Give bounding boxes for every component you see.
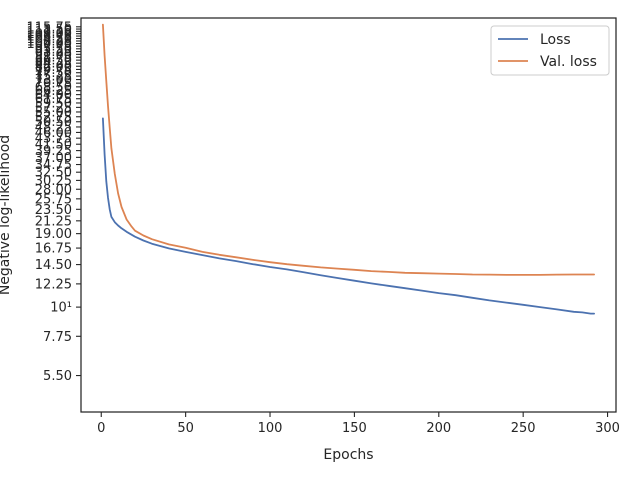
- y-tick-label: 59.50: [35, 96, 72, 111]
- y-tick-label: 66.25: [35, 84, 72, 99]
- y-tick-label: 30.25: [35, 174, 72, 189]
- series-line-val-loss: [102, 23, 595, 276]
- y-tick-label: 23.50: [35, 203, 72, 218]
- y-tick-label: 102.25: [27, 34, 73, 49]
- y-tick-label: 41.50: [35, 138, 72, 153]
- legend: Loss Val. loss: [490, 25, 610, 76]
- y-tick-label: 86.50: [35, 54, 72, 69]
- y-tick-label: 48.25: [35, 120, 72, 135]
- y-tick-label: 43.75: [35, 132, 72, 147]
- series-line-loss: [102, 117, 595, 315]
- x-tick-label: 300: [595, 421, 620, 436]
- y-tick-label: 68.50: [35, 80, 72, 95]
- y-tick-label: 52.75: [35, 110, 72, 125]
- plot-frame: [80, 17, 617, 413]
- y-tick-label: 7.75: [43, 330, 72, 345]
- y-tick-label: 19.00: [35, 227, 72, 242]
- legend-label-loss: Loss: [540, 32, 571, 48]
- y-tick-label: 113.50: [27, 23, 73, 38]
- x-tick-label: 100: [258, 421, 283, 436]
- y-tick-label: 70.75: [35, 77, 72, 92]
- y-tick-label: 10¹: [50, 301, 72, 316]
- y-tick-label: 14.50: [35, 258, 72, 273]
- y-tick-label: 34.75: [35, 158, 72, 173]
- y-tick-label: 28.00: [35, 183, 72, 198]
- y-tick-label: 91.00: [35, 48, 72, 63]
- y-tick-label: 93.25: [35, 45, 72, 60]
- y-axis-label: Negative log-likelihood: [0, 135, 13, 295]
- legend-label-val-loss: Val. loss: [540, 54, 597, 70]
- y-tick-label: 79.75: [35, 63, 72, 78]
- y-tick-label: 75.25: [35, 70, 72, 85]
- x-tick-label: 0: [97, 421, 105, 436]
- y-tick-label: 25.75: [35, 192, 72, 207]
- y-tick-label: 39.25: [35, 144, 72, 159]
- y-tick-label: 64.00: [35, 88, 72, 103]
- y-tick-label: 57.25: [35, 101, 72, 116]
- y-tick-label: 73.00: [35, 73, 72, 88]
- y-tick-label: 61.75: [35, 92, 72, 107]
- y-tick-label: 16.75: [35, 242, 72, 257]
- y-tick-label: 104.50: [27, 32, 73, 47]
- y-tick-label: 88.75: [35, 51, 72, 66]
- y-tick-label: 21.25: [35, 214, 72, 229]
- x-tick-label: 50: [177, 421, 194, 436]
- y-axis: 5.50 7.75 10¹ 12.25 14.5016.7519.0021.2523.5…: [27, 20, 81, 384]
- y-tick-label: 97.75: [35, 40, 72, 55]
- y-tick-label: 106.75: [27, 30, 73, 45]
- y-tick-label: 5.50: [43, 369, 72, 384]
- y-tick-label: 77.50: [35, 66, 72, 81]
- y-tick-label: 50.50: [35, 115, 72, 130]
- y-tick-label: 82.00: [35, 60, 72, 75]
- y-tick-label: 12.25: [35, 277, 72, 292]
- x-tick-label: 250: [511, 421, 536, 436]
- plot-area: [81, 18, 616, 412]
- y-tick-label: 55.00: [35, 105, 72, 120]
- y-tick-label: 95.50: [35, 42, 72, 57]
- y-tick-label: 46.00: [35, 126, 72, 141]
- y-tick-label: 115.75: [27, 20, 73, 35]
- y-tick-label: 84.25: [35, 57, 72, 72]
- y-tick-label: 32.50: [35, 166, 72, 181]
- x-tick-label: 200: [426, 421, 451, 436]
- y-tick-label: 109.00: [27, 27, 73, 42]
- series-layer: [102, 23, 595, 315]
- x-axis-label: Epochs: [323, 447, 373, 463]
- y-tick-label: 37.00: [35, 151, 72, 166]
- x-axis: 0 50 100 150 200 250 300: [97, 412, 620, 436]
- x-tick-label: 150: [342, 421, 367, 436]
- y-tick-label: 100.00: [27, 37, 73, 52]
- y-tick-label: 111.25: [27, 25, 73, 40]
